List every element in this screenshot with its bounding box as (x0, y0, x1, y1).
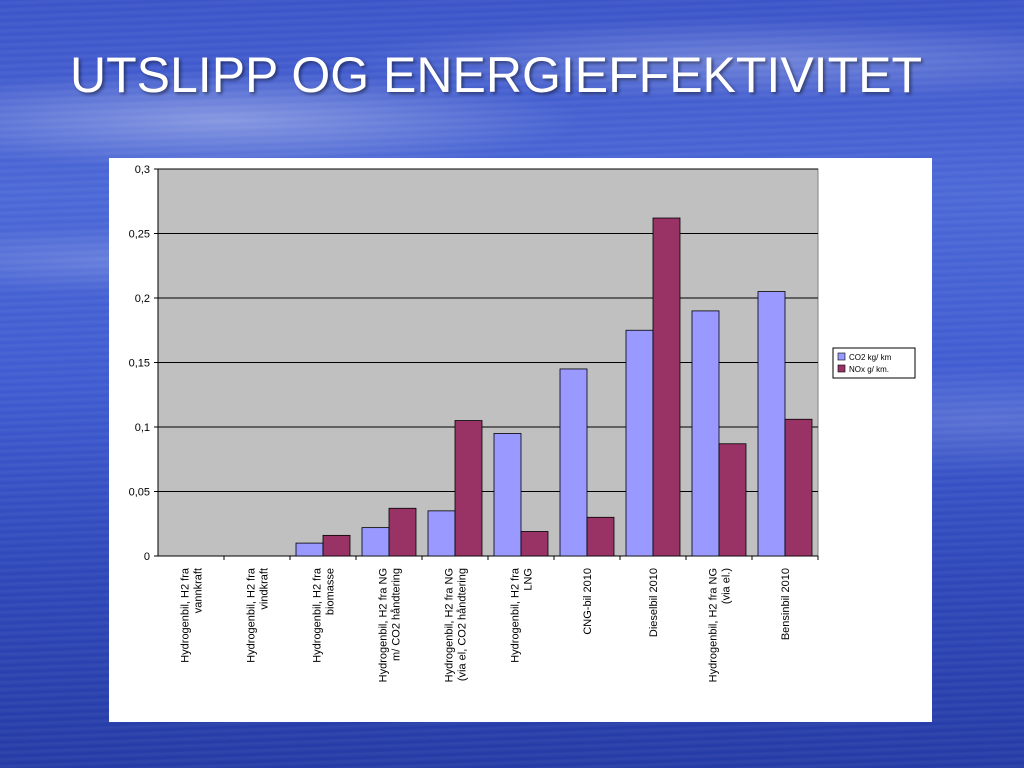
bar-nox (652, 217, 681, 557)
bar-nox (718, 443, 747, 557)
x-category-label: (via el.) (721, 568, 733, 604)
legend-label: CO2 kg/ km (849, 353, 892, 362)
legend-box (832, 347, 916, 379)
legend-label: NOx g/ km. (849, 365, 889, 374)
x-category-label: Hydrogenbil, H2 fra (246, 567, 258, 663)
x-category-label: Hydrogenbil, H2 fra NG (444, 568, 456, 682)
x-category-label: Bensinbil 2010 (780, 568, 792, 640)
bar-nox (388, 507, 417, 557)
bar-co2 (625, 329, 654, 557)
bar-nox (454, 420, 483, 557)
x-category-label: (via el, CO2 håndtering (457, 568, 469, 681)
bar-chart: 0 0,05 0,1 0,15 0,2 0,25 0,3 Hydrogenbil, H2 fr… (129, 164, 916, 682)
y-tick-label: 0,2 (135, 293, 150, 305)
bar-nox (586, 516, 615, 557)
x-category-label: vannkraft (193, 568, 205, 613)
y-tick-label: 0,1 (135, 422, 150, 434)
bar-co2 (295, 542, 324, 557)
x-category-label: Hydrogenbil, H2 fra (180, 567, 192, 663)
bar-co2 (691, 310, 720, 557)
y-tick-label: 0,15 (129, 358, 150, 370)
legend-swatch (837, 352, 846, 361)
bar-co2 (559, 368, 588, 557)
bar-co2 (757, 291, 786, 557)
bar-co2 (493, 433, 522, 557)
bar-nox (520, 531, 549, 557)
chart-panel: 0 0,05 0,1 0,15 0,2 0,25 0,3 Hydrogenbil, H2 fr… (109, 158, 932, 722)
x-category-label: LNG (523, 568, 535, 591)
x-category-label: m/ CO2 håndtering (391, 568, 403, 661)
x-category-label: Hydrogenbil, H2 fra NG (378, 568, 390, 682)
y-tick-label: 0 (144, 551, 150, 563)
x-category-label: Hydrogenbil, H2 fra (312, 567, 324, 663)
bar-nox (784, 418, 813, 557)
y-tick-label: 0,25 (129, 229, 150, 241)
x-category-label: CNG-bil 2010 (582, 568, 594, 635)
slide-title: UTSLIPP OG ENERGIEFFEKTIVITET (70, 47, 923, 103)
x-category-label: Dieselbil 2010 (648, 568, 660, 637)
bar-nox (322, 534, 351, 557)
y-tick-label: 0,3 (135, 164, 150, 176)
x-category-label: Hydrogenbil, H2 fra NG (708, 568, 720, 682)
bar-co2 (427, 510, 456, 557)
legend-swatch (837, 364, 846, 373)
x-category-label: Hydrogenbil, H2 fra (510, 567, 522, 663)
bar-co2 (361, 527, 390, 557)
x-category-label: biomasse (325, 568, 337, 615)
x-category-label: vindkraft (259, 568, 271, 610)
y-tick-label: 0,05 (129, 487, 150, 499)
